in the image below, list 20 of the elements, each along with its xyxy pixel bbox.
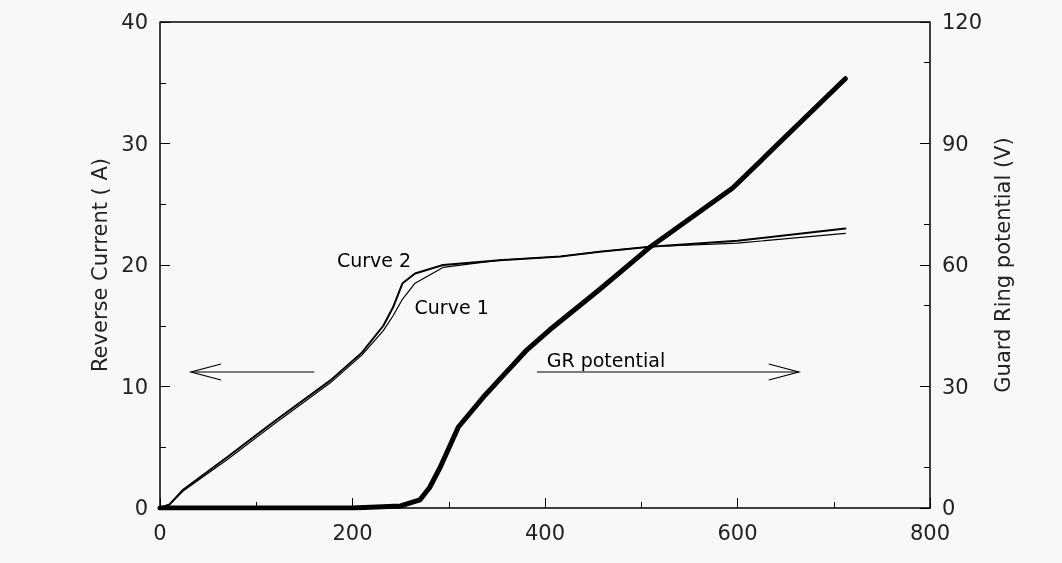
y2-tick-label: 90 <box>942 131 969 156</box>
x-tick-label: 200 <box>332 520 373 545</box>
y-axis-title: Reverse Current ( A) <box>87 157 112 373</box>
y2-axis-title: Guard Ring potential (V) <box>991 137 1016 393</box>
y2-tick-label: 60 <box>942 253 969 277</box>
x-tick-label: 600 <box>717 520 758 545</box>
y2-tick-label: 0 <box>942 496 956 520</box>
x-tick-label: 0 <box>153 520 167 545</box>
series-label: Curve 1 <box>414 296 489 319</box>
series-label: GR potential <box>546 349 666 372</box>
y-tick-label: 40 <box>121 10 148 34</box>
y2-tick-label: 120 <box>942 10 983 34</box>
y2-tick-label: 30 <box>942 374 969 399</box>
y-tick-label: 10 <box>121 374 148 399</box>
x-tick-label: 800 <box>909 520 951 545</box>
series-label: Curve 2 <box>336 248 412 271</box>
x-tick-label: 400 <box>524 520 566 545</box>
y-tick-label: 0 <box>134 496 148 520</box>
y-tick-label: 20 <box>121 253 148 277</box>
y-tick-label: 30 <box>121 131 148 156</box>
